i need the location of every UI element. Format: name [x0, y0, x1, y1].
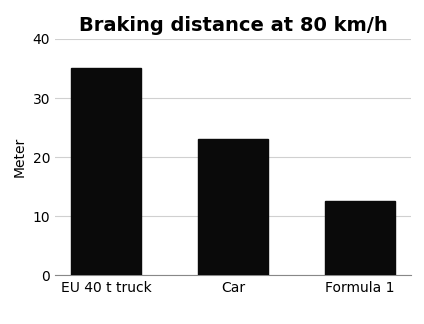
Bar	[325, 202, 395, 275]
Y-axis label: Meter: Meter	[13, 137, 27, 177]
Bar	[71, 68, 141, 275]
Bar	[198, 139, 268, 275]
Title: Braking distance at 80 km/h: Braking distance at 80 km/h	[79, 16, 388, 35]
